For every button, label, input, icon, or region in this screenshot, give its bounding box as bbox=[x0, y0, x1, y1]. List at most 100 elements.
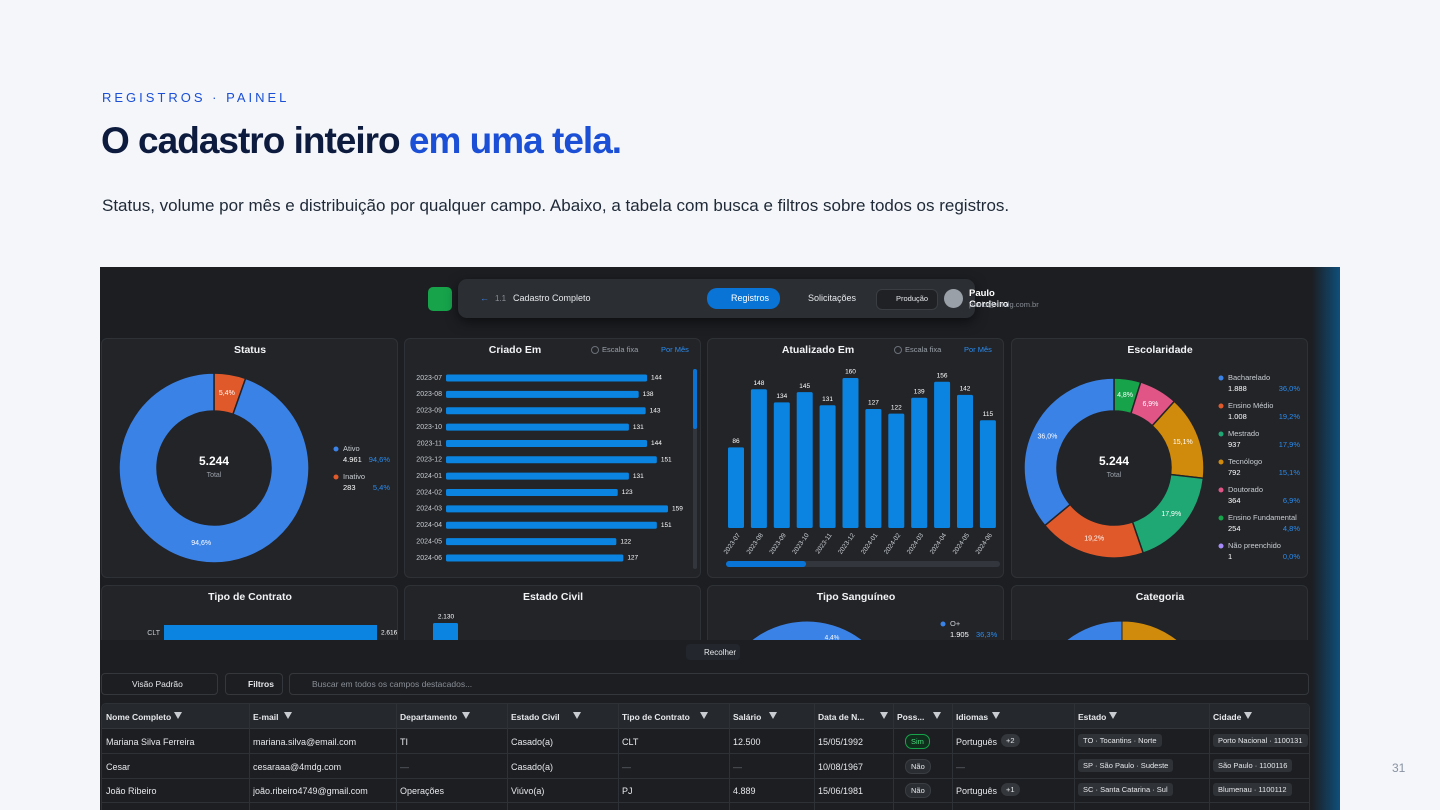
value-label: 144 bbox=[651, 440, 662, 447]
legend-dot bbox=[1218, 543, 1224, 549]
user-name: Paulo Cordeiro bbox=[969, 288, 1009, 310]
panel-chart: Criado Em Escala fixa Por Mês 2023-07 144 202… bbox=[416, 344, 697, 569]
panel: Criado Em Escala fixa Por Mês 2023-07 144 202… bbox=[404, 338, 701, 578]
subtitle: Status, volume por mês e distribuição po… bbox=[102, 196, 1010, 215]
view-select[interactable] bbox=[101, 673, 218, 695]
column-header: Data de N... bbox=[818, 712, 865, 722]
app-icon bbox=[428, 287, 452, 311]
row-label: CLT bbox=[147, 630, 160, 637]
bar bbox=[979, 420, 996, 528]
panel-title: Escolaridade bbox=[1127, 344, 1193, 356]
bar bbox=[164, 625, 377, 642]
collapse-button[interactable] bbox=[686, 644, 740, 660]
column-divider bbox=[1074, 704, 1075, 810]
bar bbox=[773, 402, 790, 528]
column-filter bbox=[173, 712, 182, 719]
search-box[interactable] bbox=[289, 673, 1309, 695]
eyebrow: REGISTROS · PAINEL bbox=[102, 90, 290, 105]
location-pill: Blumenau · 1100112 bbox=[1213, 783, 1292, 796]
location-pill: SC · Santa Catarina · Sul bbox=[1078, 783, 1173, 796]
value-label: 159 bbox=[672, 506, 683, 513]
toggle-fixed: Escala fixa bbox=[602, 345, 639, 354]
legend-dot bbox=[1218, 487, 1224, 493]
column-filter bbox=[1244, 712, 1253, 719]
panel-chart: Categoria bbox=[1061, 591, 1184, 644]
row-label: 2023-09 bbox=[416, 408, 442, 415]
row-label: 2024-01 bbox=[416, 473, 442, 480]
value-label: 2.130 bbox=[438, 614, 455, 621]
title-main: O cadastro inteiro bbox=[101, 120, 401, 161]
toggle-month: Por Mês bbox=[964, 345, 992, 354]
env: Produção bbox=[896, 294, 929, 303]
table: Nome Completo E-mail Departamento Estado Ci… bbox=[101, 703, 1310, 810]
panel-title: Status bbox=[234, 344, 266, 356]
panel: Atualizado Em Escala fixa Por Mês 86 2023-07… bbox=[707, 338, 1004, 578]
table-cell: Cesar bbox=[106, 761, 131, 772]
value-label: 134 bbox=[776, 393, 787, 400]
avatar[interactable] bbox=[944, 289, 963, 308]
slice-label: 4,4% bbox=[825, 635, 840, 642]
back-arrow[interactable]: ← bbox=[480, 293, 489, 303]
value-label: 142 bbox=[960, 386, 971, 393]
row-label: 2023-07 bbox=[416, 375, 442, 382]
collapse-label: Recolher bbox=[704, 648, 737, 657]
x-label: 2024-02 bbox=[883, 532, 903, 556]
x-label: 2024-05 bbox=[952, 532, 972, 556]
bar bbox=[446, 439, 648, 447]
value-label: 122 bbox=[620, 538, 631, 545]
toggle-fixed: Escala fixa bbox=[905, 345, 942, 354]
legend-pct: 6,9% bbox=[1283, 496, 1300, 505]
side-rail bbox=[1312, 267, 1340, 810]
row-label: 2024-03 bbox=[416, 506, 442, 513]
location-pill: TO · Tocantins · Norte bbox=[1078, 734, 1162, 747]
column-header: Nome Completo bbox=[106, 712, 172, 722]
legend-name: Bacharelado bbox=[1228, 373, 1270, 382]
filters-button[interactable] bbox=[225, 673, 283, 695]
legend-count: 937 bbox=[1228, 440, 1241, 449]
table-row bbox=[102, 729, 1309, 754]
table-cell: Viúvo(a) bbox=[511, 786, 545, 796]
column-header: Estado Civil bbox=[511, 712, 560, 722]
bar bbox=[446, 505, 668, 513]
table-cell: PJ bbox=[622, 786, 633, 796]
bar bbox=[446, 407, 646, 415]
legend-name: Não preenchido bbox=[1228, 541, 1281, 550]
slice-label: 36,0% bbox=[1038, 434, 1058, 441]
legend-name: Mestrado bbox=[1228, 429, 1259, 438]
lower-area: Recolher Visão Padrão Filtros Buscar em … bbox=[100, 640, 1310, 810]
title-accent: em uma tela. bbox=[408, 120, 622, 161]
panel-chart: Tipo Sanguíneo 4,4% O+ 1.905 36,3% bbox=[746, 591, 998, 644]
language-more: +1 bbox=[1001, 783, 1020, 796]
legend-pct: 4,8% bbox=[1283, 524, 1300, 533]
panel-chart: Escolaridade 4,8% 6,9% 15,1% 17,9% 19,2% 36,0%… bbox=[1023, 344, 1300, 561]
column-header: Idiomas bbox=[956, 712, 989, 722]
bar bbox=[957, 394, 973, 528]
panel: Tipo de Contrato CLT 2.616 bbox=[101, 585, 398, 645]
slice-label: 6,9% bbox=[1142, 401, 1158, 408]
value-label: 127 bbox=[868, 400, 879, 407]
column-divider bbox=[618, 704, 619, 810]
panel: Tipo Sanguíneo 4,4% O+ 1.905 36,3% bbox=[707, 585, 1004, 645]
table-cell: cesaraaa@4mdg.com bbox=[253, 761, 342, 772]
value-label: 131 bbox=[633, 424, 644, 431]
tab-active[interactable] bbox=[707, 288, 780, 309]
column-divider bbox=[952, 704, 953, 810]
tab[interactable]: Solicitações bbox=[808, 293, 857, 303]
location-pill: Porto Nacional · 1100131 bbox=[1213, 734, 1308, 747]
slice-label: 15,1% bbox=[1173, 439, 1193, 446]
bar bbox=[446, 374, 648, 382]
x-label: 2023-08 bbox=[746, 532, 766, 556]
tab[interactable]: Registros bbox=[731, 293, 770, 303]
env-pill[interactable] bbox=[876, 289, 938, 310]
x-label: 2023-07 bbox=[723, 532, 743, 556]
slice-label: 19,2% bbox=[1084, 536, 1104, 543]
breadcrumb[interactable]: Cadastro Completo bbox=[513, 293, 591, 303]
table-cell: João Ribeiro bbox=[106, 786, 157, 796]
legend-dot bbox=[333, 446, 339, 452]
column-header: E-mail bbox=[253, 712, 279, 722]
column-filter bbox=[462, 712, 471, 719]
column-header: Salário bbox=[733, 712, 762, 722]
value-label: 2.616 bbox=[381, 630, 398, 637]
table-cell: CLT bbox=[622, 737, 639, 747]
